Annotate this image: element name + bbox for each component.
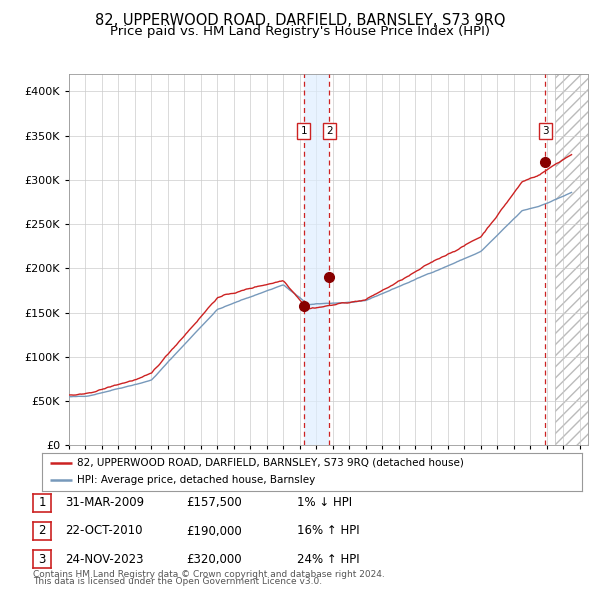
- Text: 3: 3: [38, 553, 46, 566]
- Text: 16% ↑ HPI: 16% ↑ HPI: [297, 525, 359, 537]
- Text: This data is licensed under the Open Government Licence v3.0.: This data is licensed under the Open Gov…: [33, 578, 322, 586]
- Text: £190,000: £190,000: [186, 525, 242, 537]
- Text: 1: 1: [38, 496, 46, 509]
- Bar: [304, 74, 329, 445]
- Text: 31-MAR-2009: 31-MAR-2009: [65, 496, 144, 509]
- Text: HPI: Average price, detached house, Barnsley: HPI: Average price, detached house, Barn…: [77, 475, 316, 485]
- Text: Price paid vs. HM Land Registry's House Price Index (HPI): Price paid vs. HM Land Registry's House …: [110, 25, 490, 38]
- Text: 22-OCT-2010: 22-OCT-2010: [65, 525, 142, 537]
- Text: £320,000: £320,000: [186, 553, 242, 566]
- Text: 3: 3: [542, 126, 548, 136]
- Text: 1% ↓ HPI: 1% ↓ HPI: [297, 496, 352, 509]
- Text: 1: 1: [301, 126, 307, 136]
- Text: 2: 2: [326, 126, 333, 136]
- Text: 82, UPPERWOOD ROAD, DARFIELD, BARNSLEY, S73 9RQ (detached house): 82, UPPERWOOD ROAD, DARFIELD, BARNSLEY, …: [77, 458, 464, 468]
- Text: 82, UPPERWOOD ROAD, DARFIELD, BARNSLEY, S73 9RQ: 82, UPPERWOOD ROAD, DARFIELD, BARNSLEY, …: [95, 13, 505, 28]
- Text: 24% ↑ HPI: 24% ↑ HPI: [297, 553, 359, 566]
- Bar: [555, 74, 588, 445]
- Text: £157,500: £157,500: [186, 496, 242, 509]
- Text: 2: 2: [38, 525, 46, 537]
- Text: 24-NOV-2023: 24-NOV-2023: [65, 553, 143, 566]
- Text: Contains HM Land Registry data © Crown copyright and database right 2024.: Contains HM Land Registry data © Crown c…: [33, 571, 385, 579]
